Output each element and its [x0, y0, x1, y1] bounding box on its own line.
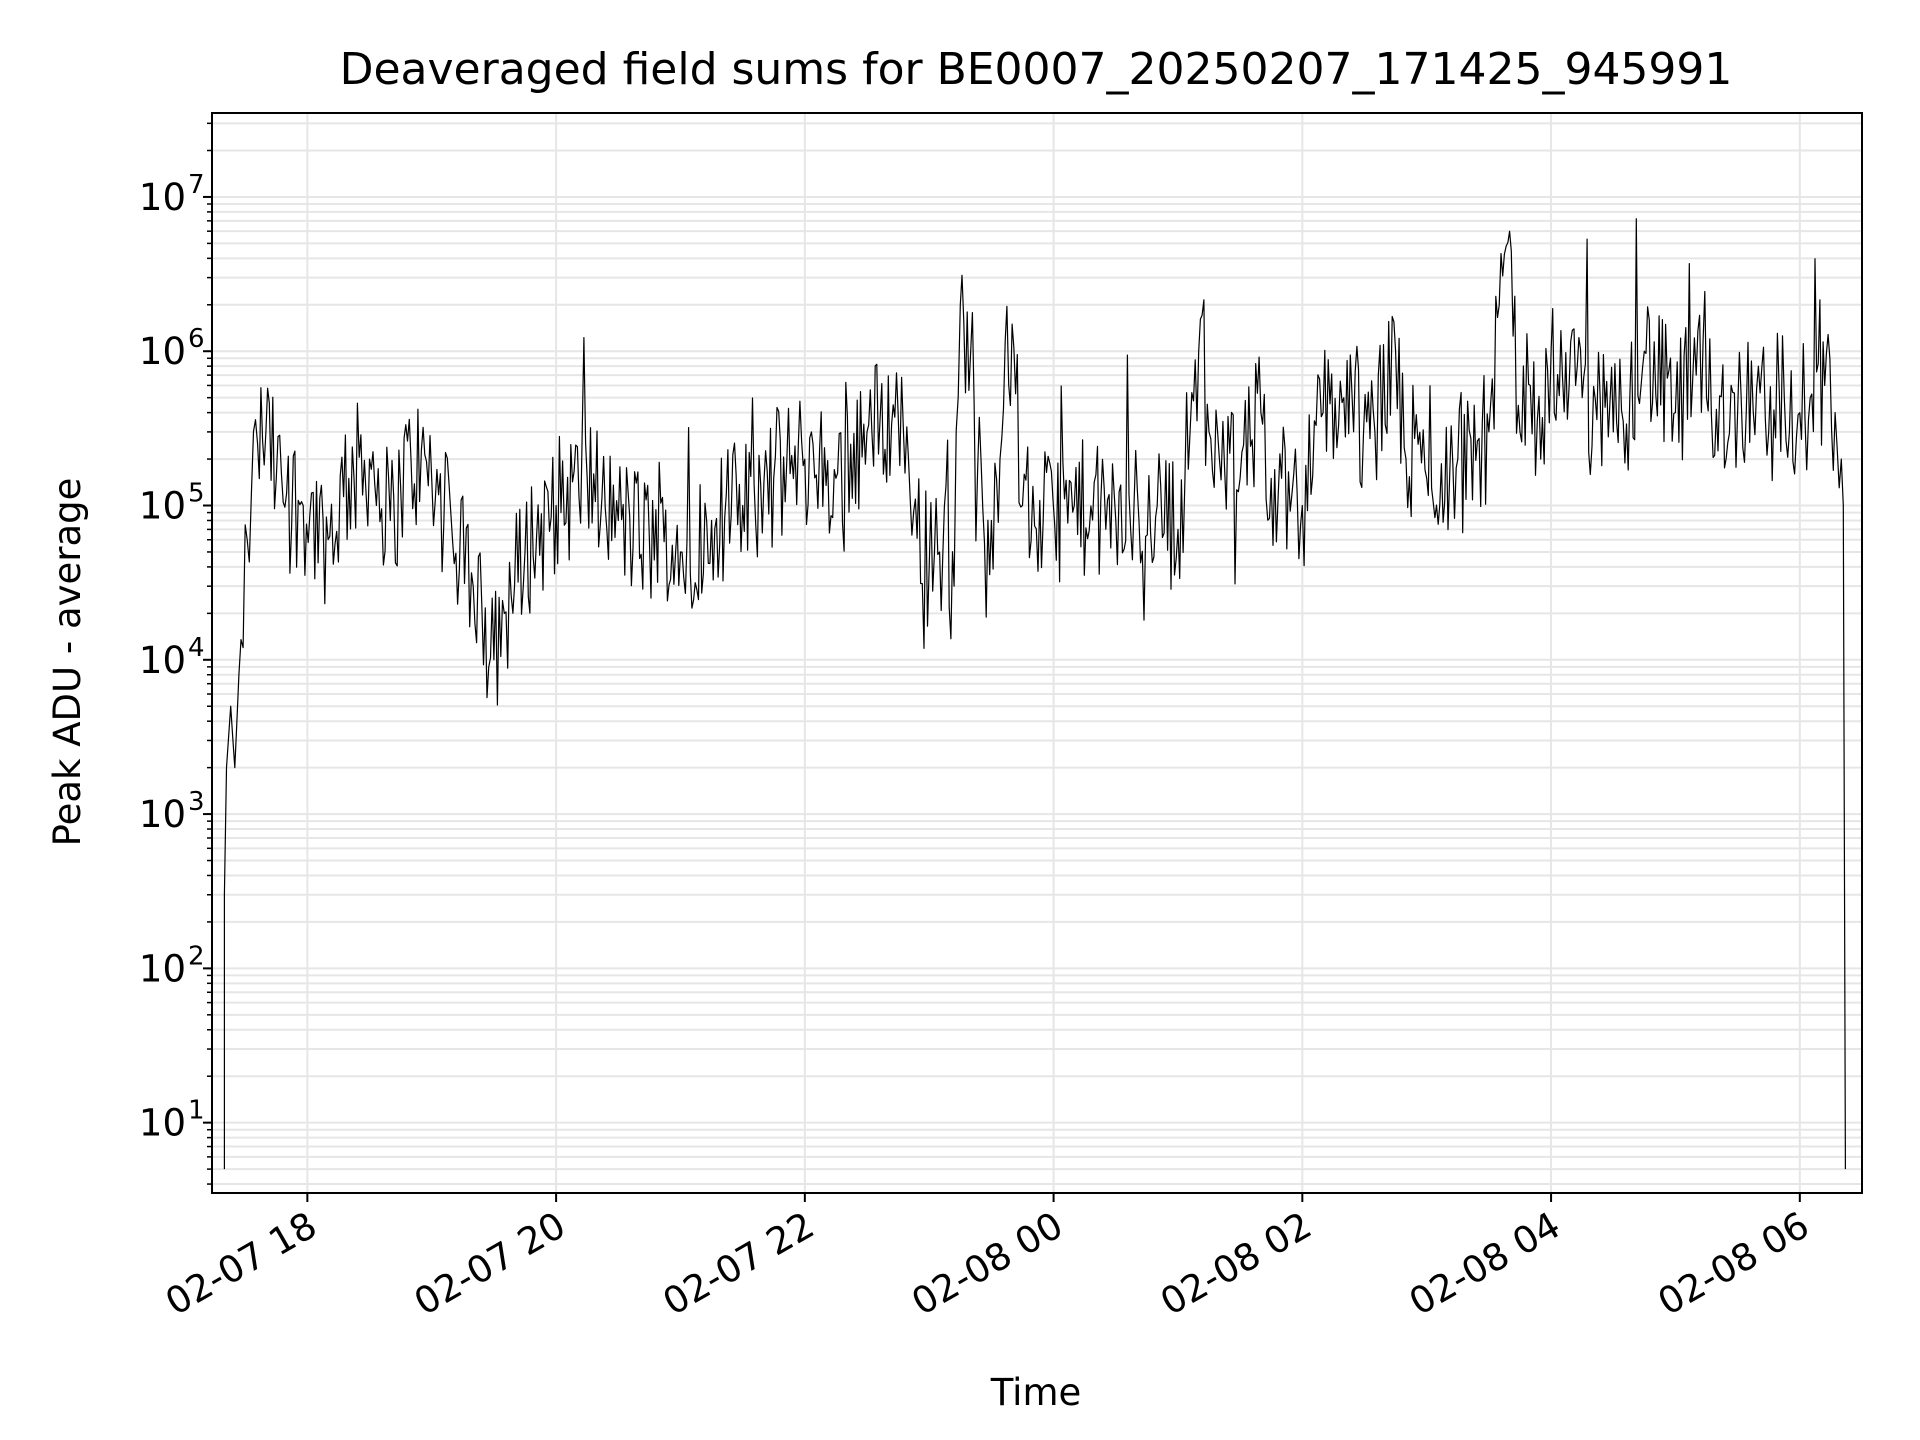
y-tick-label: 10 — [139, 485, 186, 528]
y-tick-exponent: 2 — [188, 941, 205, 971]
y-tick-label: 10 — [139, 947, 186, 990]
y-tick-exponent: 3 — [188, 787, 205, 817]
y-tick-exponent: 1 — [188, 1096, 205, 1126]
x-axis-label: Time — [990, 1371, 1082, 1414]
plot-frame — [211, 112, 1863, 1194]
grid — [212, 113, 1862, 1193]
y-tick-label: 10 — [139, 793, 186, 836]
y-tick-label: 10 — [139, 639, 186, 682]
y-tick-exponent: 7 — [188, 170, 205, 200]
y-tick-label: 10 — [139, 176, 186, 219]
y-tick-exponent: 6 — [188, 324, 205, 354]
data-series — [223, 218, 1846, 1170]
chart-title: Deaveraged field sums for BE0007_2025020… — [340, 44, 1733, 95]
y-axis-label: Peak ADU - average — [46, 478, 89, 847]
y-tick-exponent: 5 — [188, 479, 205, 509]
series-line — [223, 218, 1846, 1170]
y-tick-exponent: 4 — [188, 633, 205, 663]
y-tick-label: 10 — [139, 330, 186, 373]
y-tick-label: 10 — [139, 1102, 186, 1145]
